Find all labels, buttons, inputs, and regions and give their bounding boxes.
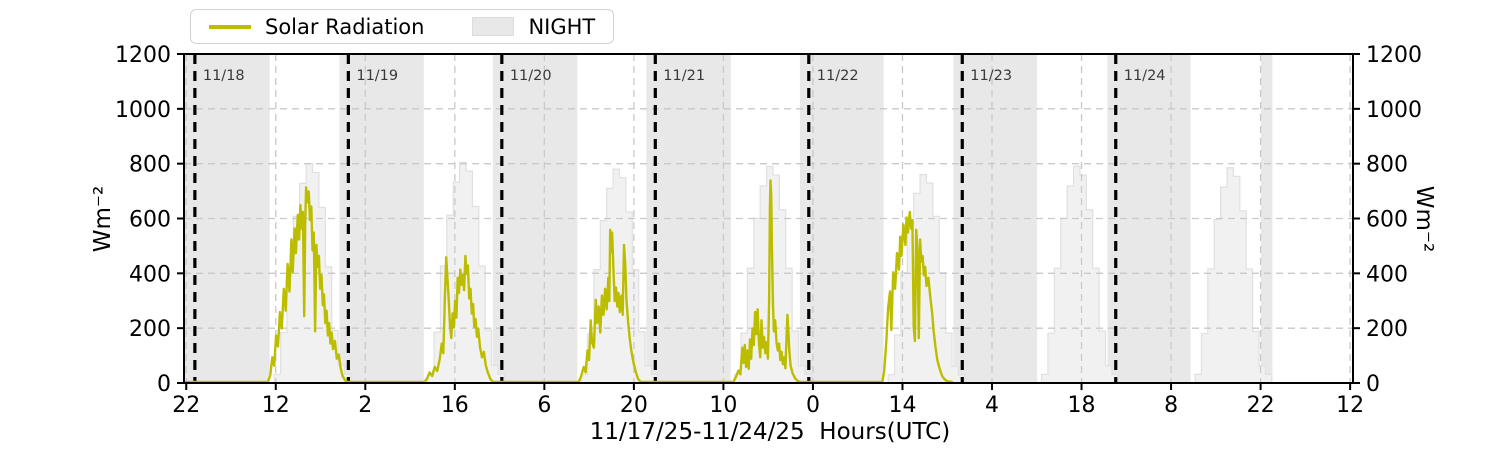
y-axis-label-right: Wm⁻² xyxy=(1411,185,1437,253)
y-tick-label-right: 1000 xyxy=(1366,98,1422,123)
y-tick-label-left: 800 xyxy=(129,153,171,178)
clear-sky-envelope xyxy=(1194,167,1273,384)
x-tick-label: 22 xyxy=(172,393,200,418)
x-tick-label: 20 xyxy=(620,393,648,418)
x-tick-label: 6 xyxy=(537,393,551,418)
x-tick-label: 22 xyxy=(1247,393,1275,418)
legend-label-solar-radiation: Solar Radiation xyxy=(265,14,425,39)
day-boundary-date-label: 11/24 xyxy=(1124,68,1166,84)
x-axis-label: 11/17/25-11/24/25 Hours(UTC) xyxy=(589,419,951,445)
x-tick-label: 16 xyxy=(441,393,469,418)
y-tick-label-right: 800 xyxy=(1366,153,1408,178)
y-tick-label-right: 400 xyxy=(1366,262,1408,287)
x-tick-label: 12 xyxy=(1336,393,1364,418)
y-tick-label-left: 200 xyxy=(129,317,171,342)
day-boundary-date-label: 11/22 xyxy=(817,68,859,84)
x-tick-label: 18 xyxy=(1068,393,1096,418)
x-tick-label: 8 xyxy=(1164,393,1178,418)
y-tick-label-right: 1200 xyxy=(1366,43,1422,68)
x-tick-label: 2 xyxy=(358,393,372,418)
x-tick-label: 4 xyxy=(985,393,999,418)
day-boundary-date-label: 11/20 xyxy=(510,68,552,84)
legend-night-patch-swatch xyxy=(472,17,515,36)
clear-sky-envelope xyxy=(1040,165,1119,384)
legend-label-night: NIGHT xyxy=(528,14,596,39)
legend: Solar Radiation NIGHT xyxy=(190,9,615,44)
y-axis-label-left: Wm⁻² xyxy=(90,185,116,253)
y-tick-label-right: 0 xyxy=(1366,372,1380,397)
y-tick-label-left: 1200 xyxy=(115,43,171,68)
day-boundary-date-label: 11/23 xyxy=(970,68,1012,84)
x-tick-label: 12 xyxy=(262,393,290,418)
y-tick-label-left: 0 xyxy=(157,372,171,397)
day-boundary-date-label: 11/19 xyxy=(356,68,398,84)
x-tick-label: 14 xyxy=(888,393,916,418)
solar-radiation-line xyxy=(184,179,954,384)
y-tick-label-left: 1000 xyxy=(115,98,171,123)
y-tick-label-right: 200 xyxy=(1366,317,1408,342)
day-boundary-date-label: 11/21 xyxy=(663,68,705,84)
legend-solar-line-swatch xyxy=(209,24,251,29)
day-boundary-date-label: 11/18 xyxy=(203,68,245,84)
x-tick-label: 10 xyxy=(709,393,737,418)
y-tick-label-left: 400 xyxy=(129,262,171,287)
x-tick-label: 0 xyxy=(806,393,820,418)
y-tick-label-right: 600 xyxy=(1366,208,1408,233)
y-tick-label-left: 600 xyxy=(129,208,171,233)
